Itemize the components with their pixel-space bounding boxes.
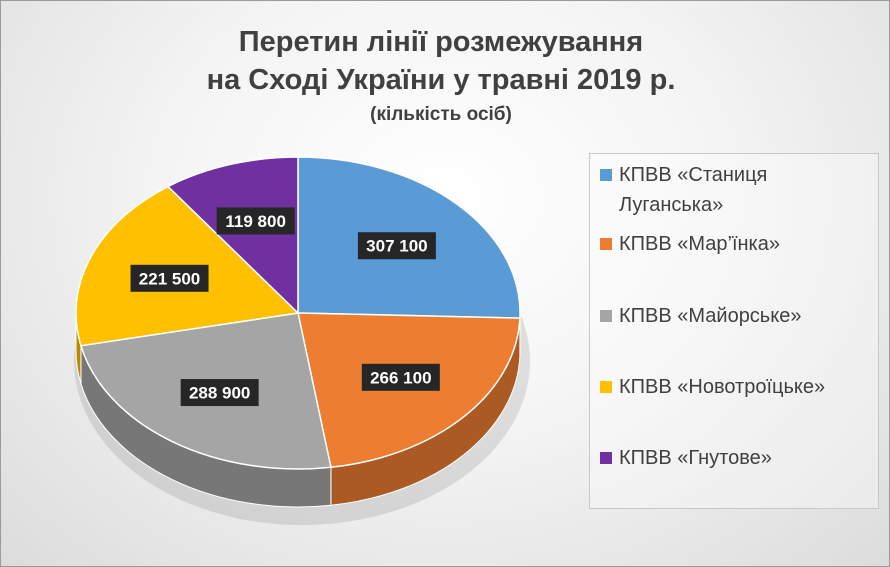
legend-item-stanytsia: КПВВ «Станиця Луганська» [600, 160, 874, 220]
legend-item-hnutove: КПВВ «Гнутове» [600, 443, 874, 473]
data-label-1: 266 100 [361, 363, 440, 391]
legend-label-maiorske: КПВВ «Майорське» [619, 305, 802, 327]
data-label-box-2 [180, 379, 259, 407]
legend-swatch-maiorske [600, 310, 612, 322]
data-label-box-3 [130, 264, 209, 292]
legend-item-marinka: КПВВ «Мар’їнка» [600, 229, 874, 259]
data-label-text-2: 288 900 [189, 384, 250, 403]
data-label-box-1 [361, 363, 440, 391]
pie-data-labels: 307 100 266 100 288 900 221 500 119 800 [130, 207, 440, 407]
chart-legend: КПВВ «Станиця Луганська» КПВВ «Мар’їнка»… [589, 153, 879, 509]
data-label-2: 288 900 [180, 379, 259, 407]
chart-subtitle: (кількість осіб) [370, 104, 512, 125]
legend-item-novotroitske: КПВВ «Новотроїцьке» [600, 372, 874, 402]
legend-swatch-novotroitske [600, 381, 612, 393]
data-label-3: 221 500 [130, 264, 209, 292]
data-label-0: 307 100 [357, 232, 436, 260]
data-label-box-0 [357, 232, 436, 260]
chart-title: Перетин лінії розмежування на Сході Укра… [151, 23, 731, 99]
pie-slices [75, 156, 521, 470]
data-label-text-3: 221 500 [139, 269, 200, 288]
legend-swatch-hnutove [600, 452, 612, 464]
legend-label-stanytsia: КПВВ «Станиця Луганська» [619, 164, 768, 216]
legend-label-marinka: КПВВ «Мар’їнка» [619, 233, 780, 255]
legend-swatch-marinka [600, 238, 612, 250]
data-label-text-0: 307 100 [366, 237, 427, 256]
pie-slice-4 [166, 156, 299, 315]
data-label-text-4: 119 800 [225, 212, 286, 231]
data-label-4: 119 800 [216, 207, 295, 235]
legend-label-novotroitske: КПВВ «Новотроїцьке» [619, 376, 826, 398]
data-label-box-4 [216, 207, 295, 235]
data-label-text-1: 266 100 [370, 368, 431, 387]
chart-title-line-2: на Сході України у травні 2019 р. [206, 64, 676, 96]
legend-label-hnutove: КПВВ «Гнутове» [619, 447, 772, 469]
chart-title-line-1: Перетин лінії розмежування [238, 26, 644, 58]
legend-swatch-stanytsia [600, 169, 612, 181]
legend-item-maiorske: КПВВ «Майорське» [600, 301, 874, 331]
